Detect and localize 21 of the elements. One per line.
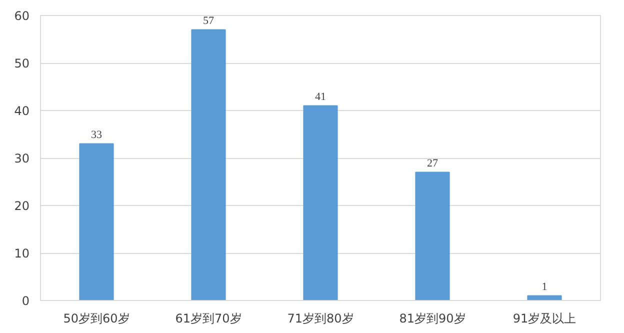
bar <box>303 105 338 300</box>
data-label: 27 <box>427 157 438 170</box>
y-tick-label: 50 <box>14 56 30 70</box>
y-tick-label: 30 <box>14 152 30 166</box>
bar <box>191 29 226 300</box>
bar <box>415 172 450 300</box>
data-label: 1 <box>542 280 548 293</box>
y-tick-label: 0 <box>22 294 30 308</box>
data-label: 33 <box>91 128 102 141</box>
y-tick-label: 10 <box>14 246 30 260</box>
x-tick-label: 50岁到60岁 <box>63 312 130 326</box>
y-tick-label: 40 <box>14 104 30 118</box>
x-tick-label: 61岁到70岁 <box>175 312 242 326</box>
y-tick-label: 20 <box>14 199 30 213</box>
x-tick-label: 81岁到90岁 <box>399 312 466 326</box>
bar <box>79 143 114 300</box>
y-tick-label: 60 <box>14 9 30 23</box>
data-label: 41 <box>315 90 326 103</box>
x-tick-label: 71岁到80岁 <box>287 312 354 326</box>
x-tick-label: 91岁及以上 <box>512 312 576 326</box>
data-label: 57 <box>203 14 214 27</box>
